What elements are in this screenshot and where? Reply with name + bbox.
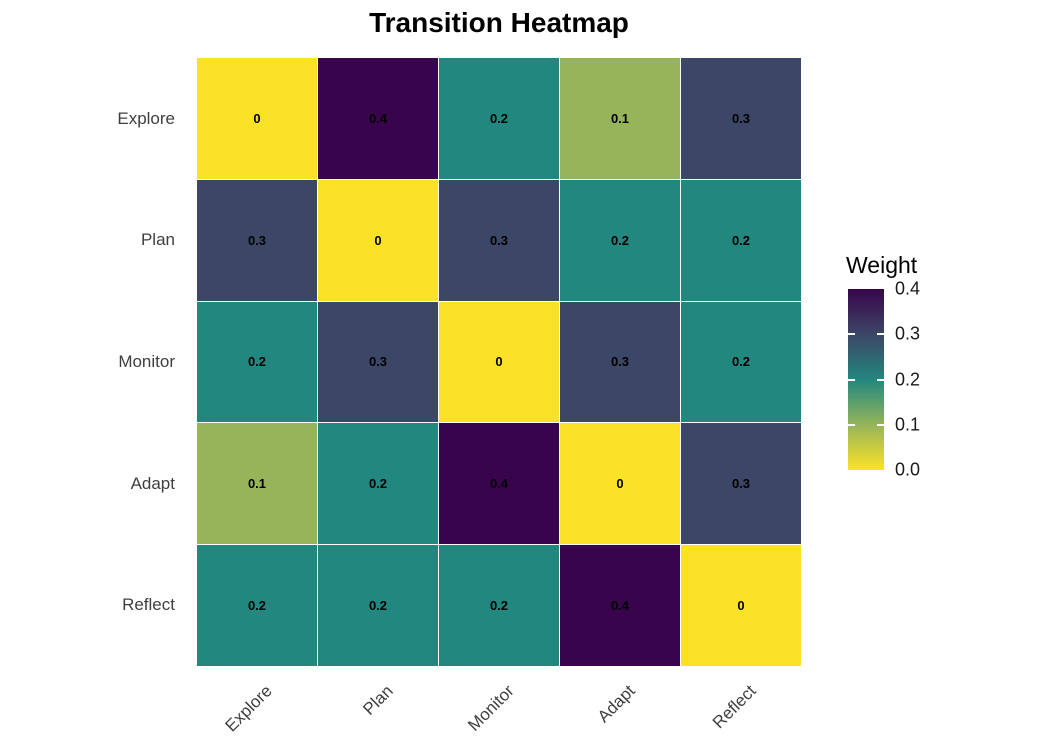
legend-tick-mark [848,333,855,336]
legend-tick-mark [877,333,884,336]
heatmap-cell-adapt-adapt: 0 [560,423,680,545]
cell-value: 0.3 [489,232,509,248]
heatmap-cell-adapt-monitor: 0.4 [439,423,559,545]
cell-value: 0.3 [247,232,267,248]
heatmap-cell-monitor-plan: 0.3 [318,301,438,423]
cell-value: 0 [616,476,624,492]
heatmap-cell-reflect-explore: 0.2 [197,545,317,666]
heatmap-cell-plan-explore: 0.3 [197,179,317,301]
legend-tick-mark [848,423,855,426]
cell-value: 0.2 [489,110,509,126]
cell-value: 0 [374,232,382,248]
heatmap-cell-plan-adapt: 0.2 [560,179,680,301]
heatmap-cell-plan-monitor: 0.3 [439,179,559,301]
heatmap-cell-explore-reflect: 0.3 [681,58,801,179]
legend-tick-mark [877,378,884,381]
legend-title: Weight [846,252,918,278]
legend-tick-mark [877,423,884,426]
cell-value: 0 [253,110,261,126]
cell-value: 0.2 [731,354,751,370]
cell-value: 0.2 [610,232,630,248]
cell-value: 0.2 [731,232,751,248]
cell-value: 0.3 [368,354,388,370]
cell-value: 0 [495,354,503,370]
legend-tick-label: 0.1 [895,414,921,435]
legend-tick-label: 0.0 [895,459,921,480]
heatmap-cell-explore-explore: 0 [197,58,317,179]
legend-tick-label: 0.2 [895,369,921,389]
x-axis-label-reflect: Reflect [708,681,760,733]
cell-value: 0.2 [489,598,509,614]
cell-value: 0.3 [731,476,751,492]
heatmap-cell-adapt-explore: 0.1 [197,423,317,545]
y-axis-label-plan: Plan [140,230,175,250]
cell-value: 0.2 [247,354,267,370]
cell-value: 0.4 [368,110,388,126]
cell-value: 0.3 [610,354,630,370]
cell-value: 0.2 [368,476,388,492]
cell-value: 0.4 [489,476,509,492]
heatmap-cell-adapt-reflect: 0.3 [681,423,801,545]
y-axis-label-explore: Explore [117,108,175,128]
cell-value: 0.2 [247,598,267,614]
legend-tick-label: 0.4 [895,278,921,299]
heatmap-cell-reflect-plan: 0.2 [318,545,438,666]
x-axis-label-explore: Explore [221,681,277,736]
cell-value: 0.1 [247,476,267,492]
heatmap-cell-explore-adapt: 0.1 [560,58,680,179]
cell-value: 0.3 [731,110,751,126]
heatmap-cell-reflect-adapt: 0.4 [560,545,680,666]
legend-tick-label: 0.3 [895,323,921,344]
chart-title: Transition Heatmap [369,7,629,38]
cell-value: 0 [737,598,745,614]
heatmap-cell-adapt-plan: 0.2 [318,423,438,545]
legend-tick-mark [848,378,855,381]
heatmap-cell-monitor-reflect: 0.2 [681,301,801,423]
y-axis-label-adapt: Adapt [130,473,175,493]
heatmap-cell-reflect-reflect: 0 [681,545,801,666]
heatmap-cell-monitor-explore: 0.2 [197,301,317,423]
cell-value: 0.1 [610,110,630,126]
cell-value: 0.4 [610,598,630,614]
x-axis-label-monitor: Monitor [464,681,518,735]
heatmap-cell-explore-plan: 0.4 [318,58,438,179]
heatmap-cell-plan-plan: 0 [318,179,438,301]
heatmap-cell-monitor-adapt: 0.3 [560,301,680,423]
y-axis-label-monitor: Monitor [118,351,175,371]
heatmap-cell-monitor-monitor: 0 [439,301,559,423]
heatmap-grid: 0 0.4 0.2 0.1 0.3 0.3 0 0.3 0.2 0.2 0.2 0.3 0 0.3 0.2 0… [197,58,801,666]
x-axis-label-plan: Plan [359,681,397,719]
x-axis-label-adapt: Adapt [593,681,639,727]
heatmap-cell-explore-monitor: 0.2 [439,58,559,179]
heatmap-cell-plan-reflect: 0.2 [681,179,801,301]
heatmap-cell-reflect-monitor: 0.2 [439,545,559,666]
y-axis-label-reflect: Reflect [122,595,175,615]
cell-value: 0.2 [368,598,388,614]
